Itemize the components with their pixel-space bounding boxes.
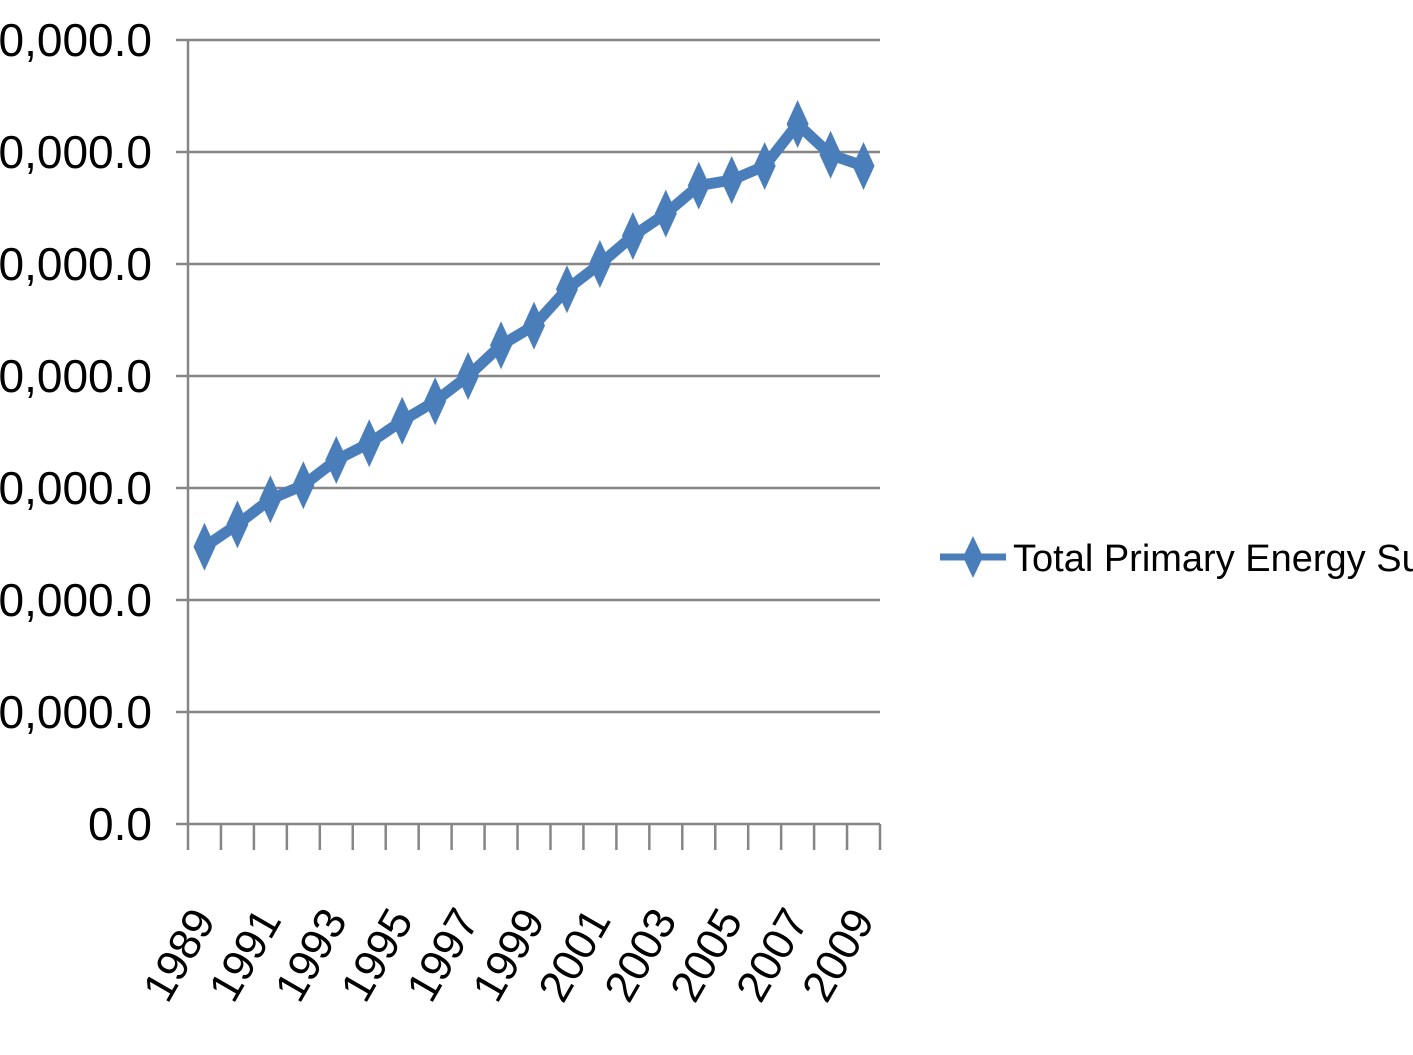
x-tick-label: 1999 [463, 901, 554, 1010]
data-point-marker [292, 461, 315, 510]
x-axis-ticks: 1989199119931995199719992001200320052007… [134, 901, 884, 1010]
series [193, 100, 875, 571]
legend-marker-diamond [963, 536, 983, 578]
y-tick-label: 40,000.0 [0, 574, 152, 626]
x-tick-label: 1995 [331, 901, 422, 1010]
y-tick-label: 120,000.0 [0, 126, 152, 178]
y-tick-label: 100,000.0 [0, 238, 152, 290]
data-point-marker [588, 240, 611, 288]
y-tick-label: 60,000.0 [0, 462, 152, 514]
y-tick-label: 140,000.0 [0, 14, 152, 66]
y-tick-label: 20,000.0 [0, 686, 152, 738]
data-point-marker [555, 265, 578, 314]
x-tick-label: 2003 [595, 901, 686, 1010]
x-tick-label: 1991 [200, 901, 291, 1010]
data-point-marker [391, 396, 414, 445]
data-point-marker [226, 500, 249, 549]
data-point-marker [687, 161, 710, 210]
x-tick-label: 2009 [793, 901, 884, 1010]
x-tick-label: 2007 [727, 901, 818, 1010]
x-tick-label: 2005 [661, 901, 752, 1010]
y-tick-label: 80,000.0 [0, 350, 152, 402]
y-axis-ticks: 0.0 20,000.0 40,000.0 60,000.0 80,000.0 100,0… [0, 14, 152, 850]
data-point-marker [786, 100, 809, 148]
x-tick-label: 2001 [529, 901, 620, 1010]
legend-label: Total Primary Energy Supply [1013, 538, 1413, 580]
data-point-marker [457, 352, 480, 400]
data-point-marker [259, 475, 282, 524]
x-tick-label: 1997 [397, 901, 488, 1010]
y-tick-label: 0.0 [88, 798, 152, 850]
x-tick-label: 1993 [266, 901, 357, 1010]
data-point-marker [753, 142, 776, 190]
data-point-marker [523, 301, 545, 350]
data-point-marker [325, 436, 348, 484]
data-point-marker [654, 189, 677, 238]
data-point-marker [193, 522, 216, 571]
gridlines [188, 38, 880, 714]
data-point-marker [819, 130, 842, 179]
legend: Total Primary Energy Supply [940, 536, 1413, 580]
data-point-marker [720, 156, 743, 204]
data-point-marker [490, 321, 513, 370]
data-point-marker [358, 419, 381, 468]
x-tick-label: 1989 [134, 901, 225, 1010]
data-point-marker [621, 212, 644, 260]
axes [176, 38, 882, 850]
data-point-marker [424, 377, 447, 426]
data-point-marker [852, 142, 875, 190]
